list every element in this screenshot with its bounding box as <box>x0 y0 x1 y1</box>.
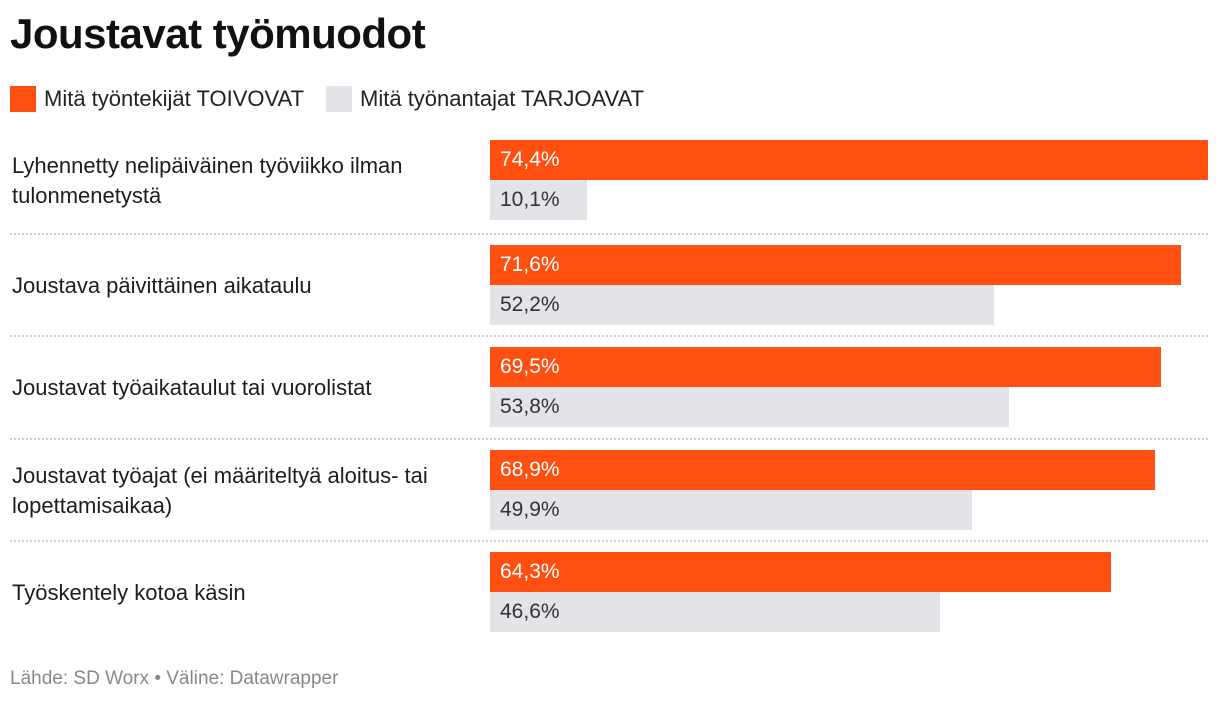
bar-tarjoavat: 53,8% <box>490 387 1009 427</box>
bar-value-label: 10,1% <box>500 188 560 211</box>
legend-label-tarjoavat: Mitä työnantajat TARJOAVAT <box>360 86 645 111</box>
legend-swatch-toivovat <box>10 86 36 112</box>
bar-toivovat: 74,4% <box>490 140 1208 180</box>
bar-toivovat: 64,3% <box>490 552 1111 592</box>
bar-value-label: 68,9% <box>500 457 560 481</box>
legend-item-toivovat: Mitä työntekijät TOIVOVAT <box>10 86 304 112</box>
bar-toivovat: 68,9% <box>490 449 1155 490</box>
bar-value-label: 74,4% <box>500 148 560 171</box>
legend: Mitä työntekijät TOIVOVAT Mitä työnantaj… <box>10 84 666 114</box>
legend-item-tarjoavat: Mitä työnantajat TARJOAVAT <box>326 86 644 112</box>
category-label: Joustava päivittäinen aikataulu <box>12 272 312 298</box>
bar-value-label: 64,3% <box>500 560 560 583</box>
bar-toivovat: 71,6% <box>490 244 1181 285</box>
bar-value-label: 71,6% <box>500 252 560 276</box>
category-label: Joustavat työajat (ei määriteltyä aloitu… <box>12 462 428 518</box>
bar-tarjoavat: 52,2% <box>490 284 994 325</box>
chart-row: Joustava päivittäinen aikataulu 71,6% 52,2… <box>10 232 1208 337</box>
category-label: Työskentely kotoa käsin <box>12 580 246 605</box>
chart-row: Työskentely kotoa käsin 64,3% 46,6% <box>10 540 1208 644</box>
chart-row: Joustavat työajat (ei määriteltyä aloitu… <box>10 437 1208 542</box>
legend-label-toivovat: Mitä työntekijät TOIVOVAT <box>44 86 305 111</box>
source-note: Lähde: SD Worx • Väline: Datawrapper <box>10 668 339 689</box>
category-label: Lyhennetty nelipäiväinen työviikko ilman… <box>12 153 403 208</box>
bar-toivovat: 69,5% <box>490 347 1161 387</box>
bar-value-label: 53,8% <box>500 395 560 418</box>
bar-value-label: 69,5% <box>500 355 560 378</box>
bar-tarjoavat: 10,1% <box>490 180 587 220</box>
category-label: Joustavat työaikataulut tai vuorolistat <box>12 375 372 400</box>
chart-title: Joustavat työmuodot <box>10 10 426 57</box>
chart-row: Joustavat työaikataulut tai vuorolistat 6… <box>10 335 1208 439</box>
legend-swatch-tarjoavat <box>326 86 353 112</box>
bar-value-label: 52,2% <box>500 292 560 316</box>
bar-value-label: 46,6% <box>500 600 560 623</box>
bar-value-label: 49,9% <box>500 497 560 521</box>
bar-tarjoavat: 49,9% <box>490 489 972 530</box>
bar-tarjoavat: 46,6% <box>490 592 940 632</box>
chart-row: Lyhennetty nelipäiväinen työviikko ilman… <box>10 130 1208 232</box>
